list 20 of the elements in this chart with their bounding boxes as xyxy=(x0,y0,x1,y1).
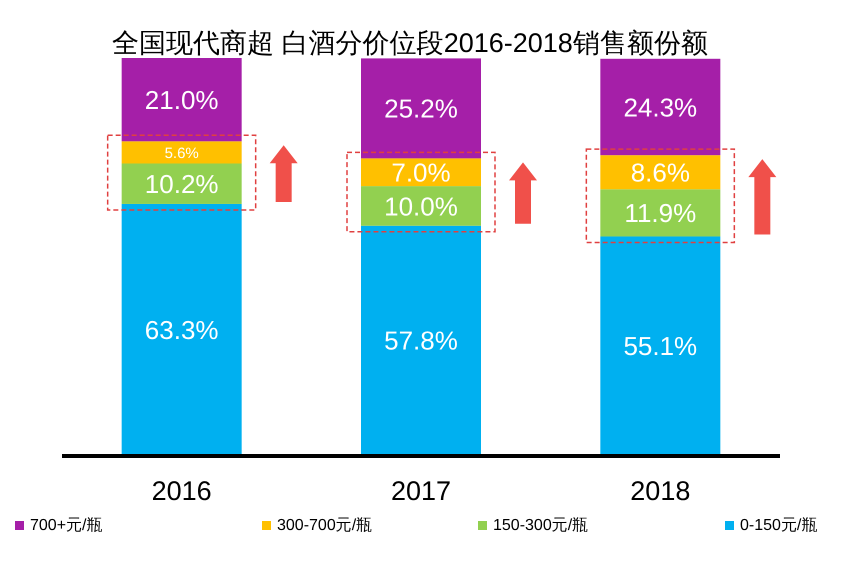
x-tick-label: 2016 xyxy=(152,476,212,506)
data-label: 24.3% xyxy=(623,92,698,122)
data-label: 8.6% xyxy=(630,158,690,188)
data-label: 10.2% xyxy=(144,169,219,200)
legend-label: 700+元/瓶 xyxy=(30,517,102,534)
data-label: 63.3% xyxy=(144,314,219,345)
chart-title: 全国现代商超 白酒分价位段2016-2018销售额份额 xyxy=(112,28,708,58)
legend-label: 0-150元/瓶 xyxy=(740,517,818,534)
data-label: 5.6% xyxy=(164,144,199,162)
x-tick-label: 2017 xyxy=(390,476,452,506)
data-label: 25.2% xyxy=(384,94,458,124)
data-label: 21.0% xyxy=(144,85,219,116)
legend-label: 300-700元/瓶 xyxy=(277,517,372,534)
data-label: 7.0% xyxy=(391,158,451,188)
x-tick-label: 2018 xyxy=(630,476,690,506)
legend-label: 150-300元/瓶 xyxy=(493,517,588,534)
data-label: 55.1% xyxy=(623,331,698,362)
data-label: 11.9% xyxy=(624,198,696,228)
data-label: 10.0% xyxy=(384,191,458,222)
data-label: 57.8% xyxy=(384,326,458,356)
